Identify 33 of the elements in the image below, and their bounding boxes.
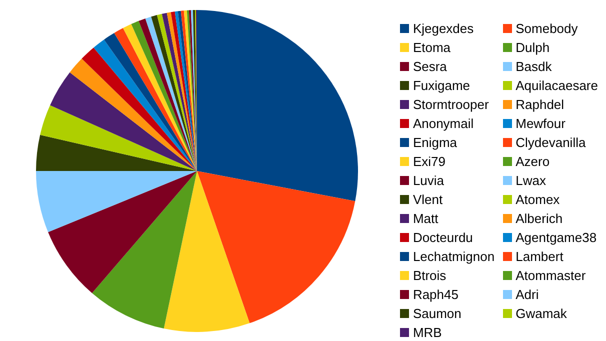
legend-label: Clydevanilla (516, 134, 586, 151)
legend-label: Kjegexdes (412, 20, 474, 37)
legend-label: Stormtrooper (412, 96, 489, 113)
legend-label: Adri (516, 286, 539, 303)
legend-label: Aquilacaesare (516, 77, 598, 94)
legend-label: MRB (412, 324, 442, 341)
legend-label: Anonymail (412, 115, 474, 132)
legend-label: Gwamak (516, 305, 567, 322)
legend-label: Saumon (412, 305, 462, 322)
legend-label: Raphdel (516, 96, 564, 113)
legend-label: Somebody (516, 20, 578, 37)
legend-label: Lambert (516, 248, 564, 265)
legend-label: Docteurdu (412, 229, 473, 246)
legend-label: Azero (516, 153, 550, 170)
legend-label: Raph45 (412, 286, 458, 303)
legend-label: Exi79 (412, 153, 446, 170)
legend-label: Sesra (412, 58, 447, 75)
legend-label: Etoma (412, 39, 451, 56)
legend-label: Matt (412, 210, 438, 227)
legend-label: Mewfour (516, 115, 566, 132)
legend-label: Btrois (412, 267, 446, 284)
legend-label: Basdk (516, 58, 552, 75)
legend-label: Lwax (516, 172, 546, 189)
legend-label: Atommaster (516, 267, 586, 284)
legend-label: Lechatmignon (412, 248, 495, 265)
legend-label: Fuxigame (412, 77, 470, 94)
legend-label: Atomex (516, 191, 560, 208)
legend-label: Enigma (412, 134, 458, 151)
legend-label: Agentgame38 (516, 229, 597, 246)
legend-label: Vlent (412, 191, 443, 208)
legend-label: Luvia (412, 172, 444, 189)
legend-label: Dulph (516, 39, 550, 56)
legend-label: Alberich (516, 210, 563, 227)
